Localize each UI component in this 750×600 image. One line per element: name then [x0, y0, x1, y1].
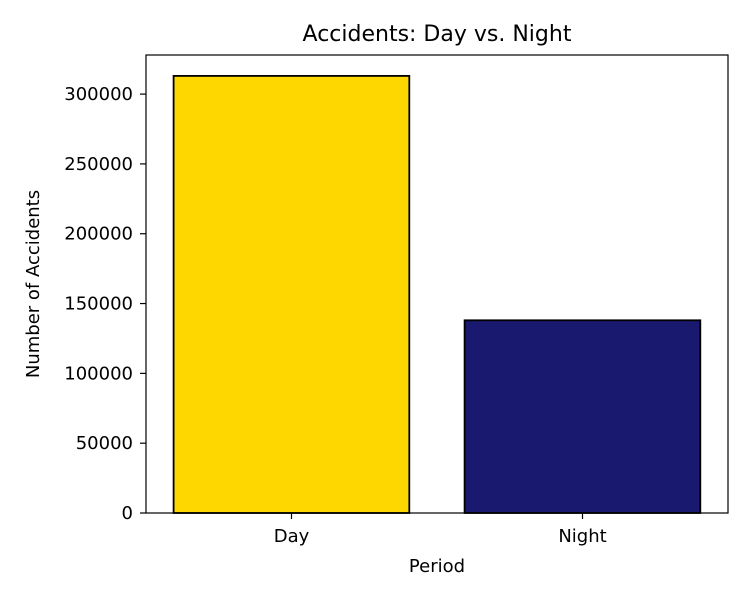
y-tick-label: 250000 — [64, 154, 133, 175]
y-tick-label: 0 — [122, 503, 133, 524]
y-axis-label: Number of Accidents — [23, 190, 44, 378]
y-tick-label: 200000 — [64, 224, 133, 245]
bar-night — [463, 319, 702, 514]
y-tick-label: 50000 — [76, 433, 133, 454]
y-tick-label: 100000 — [64, 363, 133, 384]
y-tick-label: 300000 — [64, 84, 133, 105]
bars-group — [172, 75, 702, 514]
x-tick-label: Night — [558, 526, 606, 547]
x-axis-label: Period — [409, 556, 465, 577]
y-tick-label: 150000 — [64, 294, 133, 315]
x-axis-ticks: Day Night — [274, 513, 607, 547]
bar-day — [172, 75, 411, 514]
y-axis-ticks: 0 50000 100000 150000 200000 250000 300000 — [64, 84, 146, 524]
plot-frame — [145, 54, 729, 514]
x-tick-label: Day — [274, 526, 310, 547]
chart-title: Accidents: Day vs. Night — [303, 22, 572, 47]
